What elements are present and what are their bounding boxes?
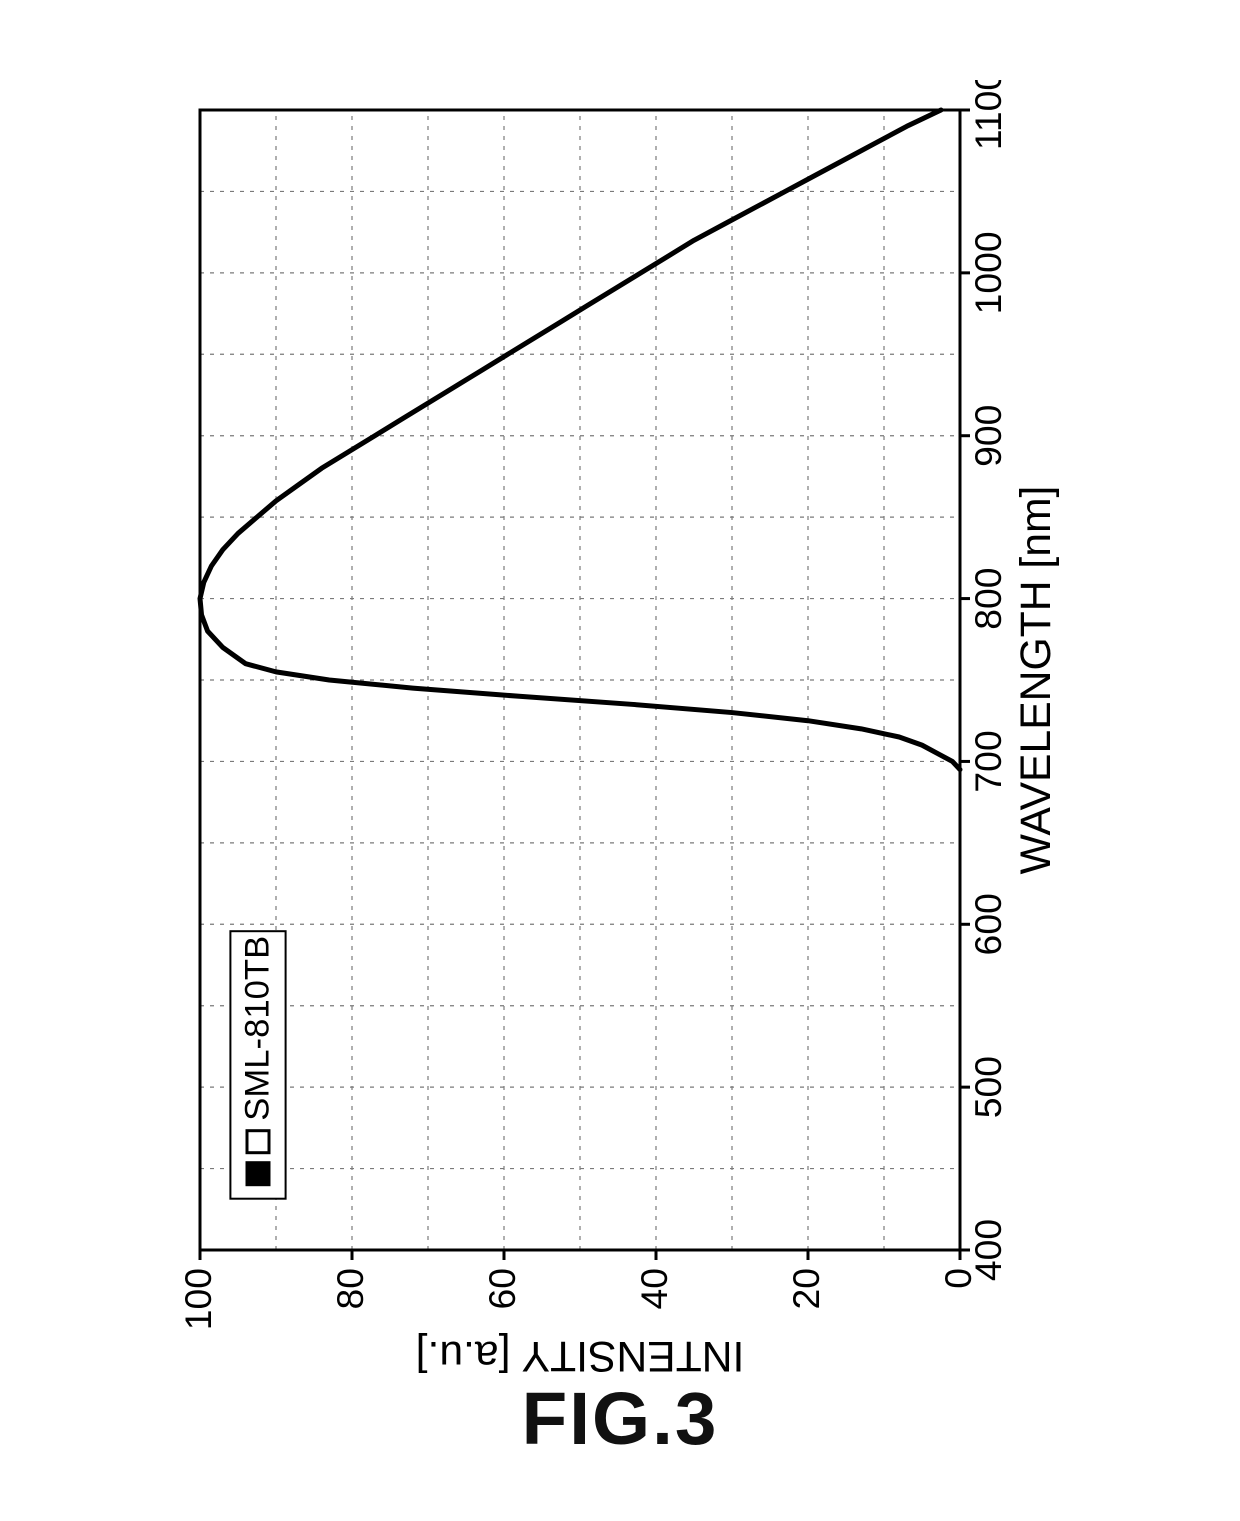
- y-tick-label: 20: [785, 1268, 827, 1310]
- y-tick-label: 80: [329, 1268, 371, 1310]
- x-tick-label: 600: [967, 893, 1009, 955]
- y-tick-label: 0: [937, 1268, 979, 1289]
- legend-marker-filled-square-icon: [247, 1163, 269, 1185]
- y-tick-label: 40: [633, 1268, 675, 1310]
- x-tick-label: 500: [967, 1056, 1009, 1118]
- figure-caption: FIG.3: [0, 1375, 1240, 1461]
- chart-container: 40050060070080090010001100020406080100WA…: [170, 80, 1070, 1380]
- intensity-spectrum-chart: 40050060070080090010001100020406080100WA…: [170, 80, 1070, 1380]
- y-axis-label: INTENSITY [a.u.]: [416, 1332, 745, 1380]
- legend-marker-open-square-icon: [247, 1131, 269, 1153]
- x-tick-label: 800: [967, 568, 1009, 630]
- page: 40050060070080090010001100020406080100WA…: [0, 0, 1240, 1521]
- legend-label: SML-810TB: [238, 936, 276, 1121]
- x-tick-label: 1000: [967, 231, 1009, 314]
- x-axis-label: WAVELENGTH [nm]: [1012, 486, 1060, 875]
- legend: SML-810TB: [230, 931, 285, 1198]
- y-tick-label: 60: [481, 1268, 523, 1310]
- x-tick-label: 700: [967, 730, 1009, 792]
- x-tick-label: 1100: [967, 80, 1009, 150]
- x-tick-label: 900: [967, 405, 1009, 467]
- y-tick-label: 100: [177, 1268, 219, 1330]
